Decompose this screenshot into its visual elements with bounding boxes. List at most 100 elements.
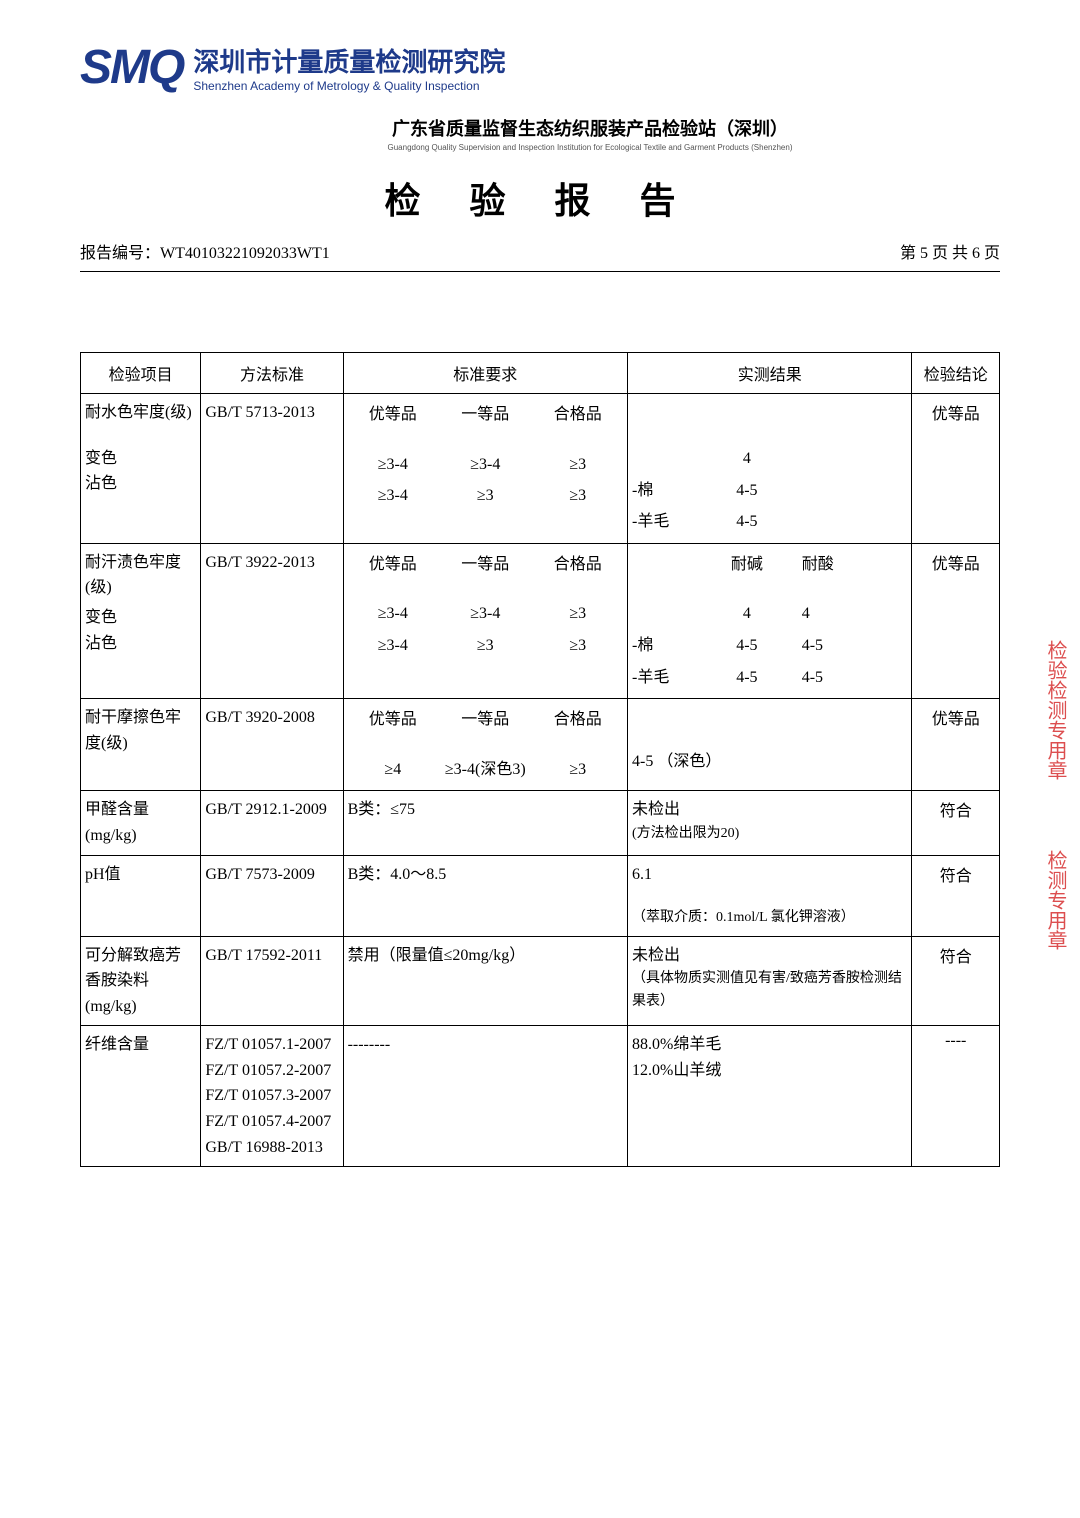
- req-val: ≥3: [533, 450, 623, 480]
- cell-requirement: 优等品 一等品 合格品 ≥3-4 ≥3-4 ≥3 ≥3-4 ≥3 ≥3: [343, 394, 627, 544]
- cell-item: 甲醛含量(mg/kg): [81, 791, 201, 855]
- req-val: ≥3: [533, 755, 623, 785]
- cell-method: GB/T 3920-2008: [201, 699, 343, 791]
- cell-conclusion: ----: [912, 1026, 1000, 1167]
- cell-method: GB/T 5713-2013: [201, 394, 343, 544]
- item-name: 耐汗渍色牢度(级): [85, 550, 196, 601]
- th-item: 检验项目: [81, 353, 201, 394]
- req-val: ≥3-4: [348, 599, 438, 629]
- cell-item: 纤维含量: [81, 1026, 201, 1167]
- logo-smq-text: SMQ: [80, 40, 183, 95]
- cell-requirement: 优等品 一等品 合格品 ≥4 ≥3-4(深色3) ≥3: [343, 699, 627, 791]
- cell-requirement: B类：≤75: [343, 791, 627, 855]
- report-title: 检 验 报 告: [80, 172, 1000, 224]
- header-logo: SMQ 深圳市计量质量检测研究院 Shenzhen Academy of Met…: [80, 40, 1000, 95]
- res-val: 4: [694, 444, 800, 474]
- res-val: -棉: [632, 631, 692, 661]
- req-val: ≥3-4: [348, 481, 438, 511]
- cell-requirement: 禁用（限量值≤20mg/kg）: [343, 936, 627, 1026]
- item-sub: 变色: [85, 605, 196, 631]
- req-val: ≥3: [533, 631, 623, 661]
- req-val: ≥3: [533, 599, 623, 629]
- cell-method: GB/T 7573-2009: [201, 855, 343, 936]
- cell-result: 未检出 （具体物质实测值见有害/致癌芳香胺检测结果表）: [628, 936, 912, 1026]
- req-val: ≥3-4(深色3): [440, 755, 530, 785]
- inspection-table: 检验项目 方法标准 标准要求 实测结果 检验结论 耐水色牢度(级) 变色 沾色 …: [80, 352, 1000, 1167]
- sub-header-en: Guangdong Quality Supervision and Inspec…: [180, 143, 1000, 152]
- grade-label: 合格品: [533, 705, 623, 735]
- th-result: 实测结果: [628, 353, 912, 394]
- grade-label: 合格品: [533, 550, 623, 580]
- cell-conclusion: 优等品: [912, 394, 1000, 544]
- cell-method: GB/T 2912.1-2009: [201, 791, 343, 855]
- cell-item: 耐汗渍色牢度(级) 变色 沾色: [81, 543, 201, 698]
- sub-header: 广东省质量监督生态纺织服装产品检验站（深圳） Guangdong Quality…: [180, 115, 1000, 152]
- grade-label: 优等品: [348, 550, 438, 580]
- cell-requirement: 优等品 一等品 合格品 ≥3-4 ≥3-4 ≥3 ≥3-4 ≥3 ≥3: [343, 543, 627, 698]
- grade-label: 优等品: [348, 705, 438, 735]
- res-val: 4-5: [694, 476, 800, 506]
- res-val: 4-5: [694, 631, 800, 661]
- cell-result: 4 -棉 4-5 -羊毛 4-5: [628, 394, 912, 544]
- item-sub: 沾色: [85, 471, 196, 497]
- res-val: -羊毛: [632, 663, 692, 693]
- cell-conclusion: 符合: [912, 855, 1000, 936]
- cell-result: 6.1 （萃取介质：0.1mol/L 氯化钾溶液）: [628, 855, 912, 936]
- item-sub: 沾色: [85, 631, 196, 657]
- th-conclusion: 检验结论: [912, 353, 1000, 394]
- report-number-label: 报告编号：: [80, 245, 160, 262]
- res-header: 耐酸: [802, 550, 908, 580]
- table-row: 耐水色牢度(级) 变色 沾色 GB/T 5713-2013 优等品 一等品 合格…: [81, 394, 1000, 544]
- item-sub: 变色: [85, 446, 196, 472]
- req-val: ≥3: [440, 481, 530, 511]
- th-method: 方法标准: [201, 353, 343, 394]
- res-text: 未检出: [632, 797, 907, 823]
- res-val: 4-5: [802, 663, 908, 693]
- th-requirement: 标准要求: [343, 353, 627, 394]
- res-val: 4: [802, 599, 908, 629]
- grade-label: 优等品: [348, 400, 438, 430]
- cell-item: 耐水色牢度(级) 变色 沾色: [81, 394, 201, 544]
- req-val: ≥3-4: [440, 599, 530, 629]
- res-val: [632, 444, 692, 474]
- table-row: 耐汗渍色牢度(级) 变色 沾色 GB/T 3922-2013 优等品 一等品 合…: [81, 543, 1000, 698]
- report-number-value: WT40103221092033WT1: [160, 245, 330, 262]
- grade-label: 一等品: [440, 550, 530, 580]
- req-val: ≥3: [533, 481, 623, 511]
- cell-conclusion: 优等品: [912, 699, 1000, 791]
- cell-conclusion: 符合: [912, 936, 1000, 1026]
- cell-item: 可分解致癌芳香胺染料(mg/kg): [81, 936, 201, 1026]
- res-val: -棉: [632, 476, 692, 506]
- cell-method: GB/T 17592-2011: [201, 936, 343, 1026]
- table-row: 甲醛含量(mg/kg) GB/T 2912.1-2009 B类：≤75 未检出 …: [81, 791, 1000, 855]
- res-val: -羊毛: [632, 507, 692, 537]
- res-note: （萃取介质：0.1mol/L 氯化钾溶液）: [632, 907, 907, 929]
- page-info: 第 5 页 共 6 页: [900, 239, 1000, 263]
- res-text: 6.1: [632, 862, 907, 888]
- cell-method: FZ/T 01057.1-2007 FZ/T 01057.2-2007 FZ/T…: [201, 1026, 343, 1167]
- res-val: 4-5: [694, 663, 800, 693]
- res-val: 4: [694, 599, 800, 629]
- table-row: 纤维含量 FZ/T 01057.1-2007 FZ/T 01057.2-2007…: [81, 1026, 1000, 1167]
- table-row: pH值 GB/T 7573-2009 B类：4.0～8.5 6.1 （萃取介质：…: [81, 855, 1000, 936]
- stamp-seal-2: 检测专用章: [1041, 850, 1070, 950]
- logo-text-block: 深圳市计量质量检测研究院 Shenzhen Academy of Metrolo…: [193, 42, 505, 93]
- item-name: 耐水色牢度(级): [85, 400, 196, 426]
- res-note: （具体物质实测值见有害/致癌芳香胺检测结果表）: [632, 968, 907, 1013]
- cell-result: 未检出 (方法检出限为20): [628, 791, 912, 855]
- res-text: 4-5 （深色）: [632, 749, 907, 775]
- grade-label: 一等品: [440, 705, 530, 735]
- req-val: ≥3-4: [348, 631, 438, 661]
- cell-result: 4-5 （深色）: [628, 699, 912, 791]
- cell-result: 耐碱 耐酸 4 4 -棉 4-5 4-5 -羊毛 4-5 4-5: [628, 543, 912, 698]
- req-val: ≥3-4: [440, 450, 530, 480]
- table-row: 可分解致癌芳香胺染料(mg/kg) GB/T 17592-2011 禁用（限量值…: [81, 936, 1000, 1026]
- cell-result: 88.0%绵羊毛 12.0%山羊绒: [628, 1026, 912, 1167]
- req-val: ≥3-4: [348, 450, 438, 480]
- cell-requirement: --------: [343, 1026, 627, 1167]
- cell-requirement: B类：4.0～8.5: [343, 855, 627, 936]
- logo-cn: 深圳市计量质量检测研究院: [193, 42, 505, 79]
- sub-header-cn: 广东省质量监督生态纺织服装产品检验站（深圳）: [180, 115, 1000, 141]
- table-header-row: 检验项目 方法标准 标准要求 实测结果 检验结论: [81, 353, 1000, 394]
- report-number: 报告编号：WT40103221092033WT1: [80, 239, 330, 263]
